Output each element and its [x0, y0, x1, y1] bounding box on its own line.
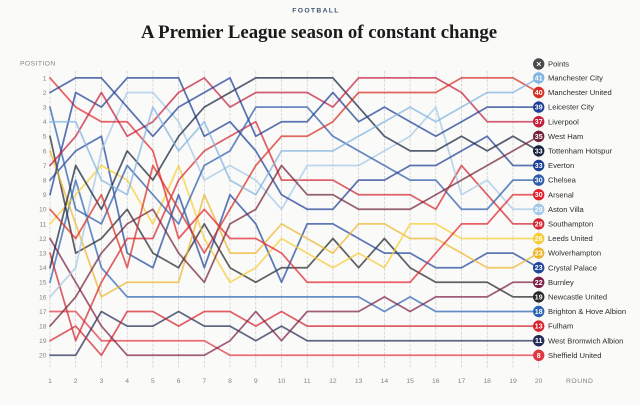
- svg-text:23: 23: [535, 251, 543, 258]
- svg-text:3: 3: [100, 378, 104, 385]
- svg-text:11: 11: [304, 378, 311, 385]
- svg-text:17: 17: [39, 309, 47, 316]
- svg-text:18: 18: [535, 309, 543, 316]
- svg-text:41: 41: [535, 75, 543, 82]
- svg-text:8: 8: [537, 353, 541, 360]
- svg-text:Leeds United: Leeds United: [548, 234, 593, 243]
- svg-text:Everton: Everton: [548, 161, 574, 170]
- svg-text:20: 20: [39, 353, 47, 360]
- svg-text:Liverpool: Liverpool: [548, 117, 579, 126]
- svg-text:1: 1: [48, 378, 52, 385]
- svg-text:Aston Villa: Aston Villa: [548, 205, 585, 214]
- svg-text:Tottenham Hotspur: Tottenham Hotspur: [548, 147, 613, 156]
- svg-text:13: 13: [355, 378, 363, 385]
- svg-text:22: 22: [535, 280, 543, 287]
- svg-text:9: 9: [254, 378, 258, 385]
- svg-text:11: 11: [39, 221, 46, 228]
- svg-text:3: 3: [43, 105, 47, 112]
- svg-text:2: 2: [74, 378, 78, 385]
- svg-text:40: 40: [535, 90, 543, 97]
- svg-text:19: 19: [509, 378, 517, 385]
- svg-text:16: 16: [39, 294, 47, 301]
- svg-text:5: 5: [151, 378, 155, 385]
- svg-text:Leicester City: Leicester City: [548, 103, 594, 112]
- svg-text:Fulham: Fulham: [548, 322, 573, 331]
- svg-text:5: 5: [43, 134, 47, 141]
- svg-text:15: 15: [39, 280, 47, 287]
- svg-text:12: 12: [329, 378, 337, 385]
- svg-text:33: 33: [535, 148, 543, 155]
- svg-text:20: 20: [535, 378, 543, 385]
- svg-text:4: 4: [125, 378, 129, 385]
- svg-text:Manchester City: Manchester City: [548, 74, 603, 83]
- svg-text:Points: Points: [548, 60, 569, 69]
- svg-text:11: 11: [535, 338, 543, 345]
- svg-text:1: 1: [43, 75, 47, 82]
- svg-text:26: 26: [535, 236, 543, 243]
- svg-text:ROUND: ROUND: [566, 378, 593, 385]
- svg-text:Burnley: Burnley: [548, 278, 574, 287]
- svg-text:29: 29: [535, 207, 543, 214]
- svg-text:Newcastle United: Newcastle United: [548, 293, 607, 302]
- svg-text:17: 17: [458, 378, 466, 385]
- svg-text:Manchester United: Manchester United: [548, 88, 612, 97]
- svg-text:West Bromwich Albion: West Bromwich Albion: [548, 336, 623, 345]
- svg-text:39: 39: [535, 105, 543, 112]
- svg-text:Brighton & Hove Albion: Brighton & Hove Albion: [548, 307, 626, 316]
- svg-text:12: 12: [39, 236, 47, 243]
- svg-text:8: 8: [228, 378, 232, 385]
- svg-text:6: 6: [43, 148, 47, 155]
- svg-text:Sheffield United: Sheffield United: [548, 351, 601, 360]
- svg-text:33: 33: [535, 163, 543, 170]
- svg-text:19: 19: [39, 338, 47, 345]
- svg-text:30: 30: [535, 192, 543, 199]
- svg-text:POSITION: POSITION: [20, 61, 56, 68]
- svg-text:18: 18: [39, 324, 47, 331]
- svg-text:Arsenal: Arsenal: [548, 190, 574, 199]
- svg-text:10: 10: [278, 378, 286, 385]
- svg-text:15: 15: [406, 378, 414, 385]
- svg-text:13: 13: [39, 251, 47, 258]
- svg-text:19: 19: [535, 294, 543, 301]
- svg-text:7: 7: [43, 163, 47, 170]
- svg-text:23: 23: [535, 265, 543, 272]
- svg-text:Wolverhampton: Wolverhampton: [548, 249, 601, 258]
- svg-text:35: 35: [535, 134, 543, 141]
- svg-text:8: 8: [43, 178, 47, 185]
- svg-text:13: 13: [535, 324, 543, 331]
- svg-text:37: 37: [535, 119, 543, 126]
- svg-text:9: 9: [43, 192, 47, 199]
- svg-text:FOOTBALL: FOOTBALL: [292, 8, 339, 15]
- svg-text:7: 7: [202, 378, 206, 385]
- svg-text:Chelsea: Chelsea: [548, 176, 577, 185]
- svg-text:14: 14: [39, 265, 47, 272]
- svg-text:2: 2: [43, 90, 47, 97]
- svg-text:Crystal Palace: Crystal Palace: [548, 263, 597, 272]
- svg-text:29: 29: [535, 221, 543, 228]
- svg-text:10: 10: [39, 207, 47, 214]
- svg-text:14: 14: [381, 378, 389, 385]
- svg-text:✕: ✕: [536, 61, 542, 68]
- svg-text:18: 18: [483, 378, 491, 385]
- svg-text:West Ham: West Ham: [548, 132, 583, 141]
- svg-text:6: 6: [177, 378, 181, 385]
- svg-text:16: 16: [432, 378, 440, 385]
- svg-text:Southampton: Southampton: [548, 220, 593, 229]
- svg-text:4: 4: [43, 119, 47, 126]
- svg-text:30: 30: [535, 178, 543, 185]
- svg-text:A Premier League season of con: A Premier League season of constant chan…: [141, 22, 497, 43]
